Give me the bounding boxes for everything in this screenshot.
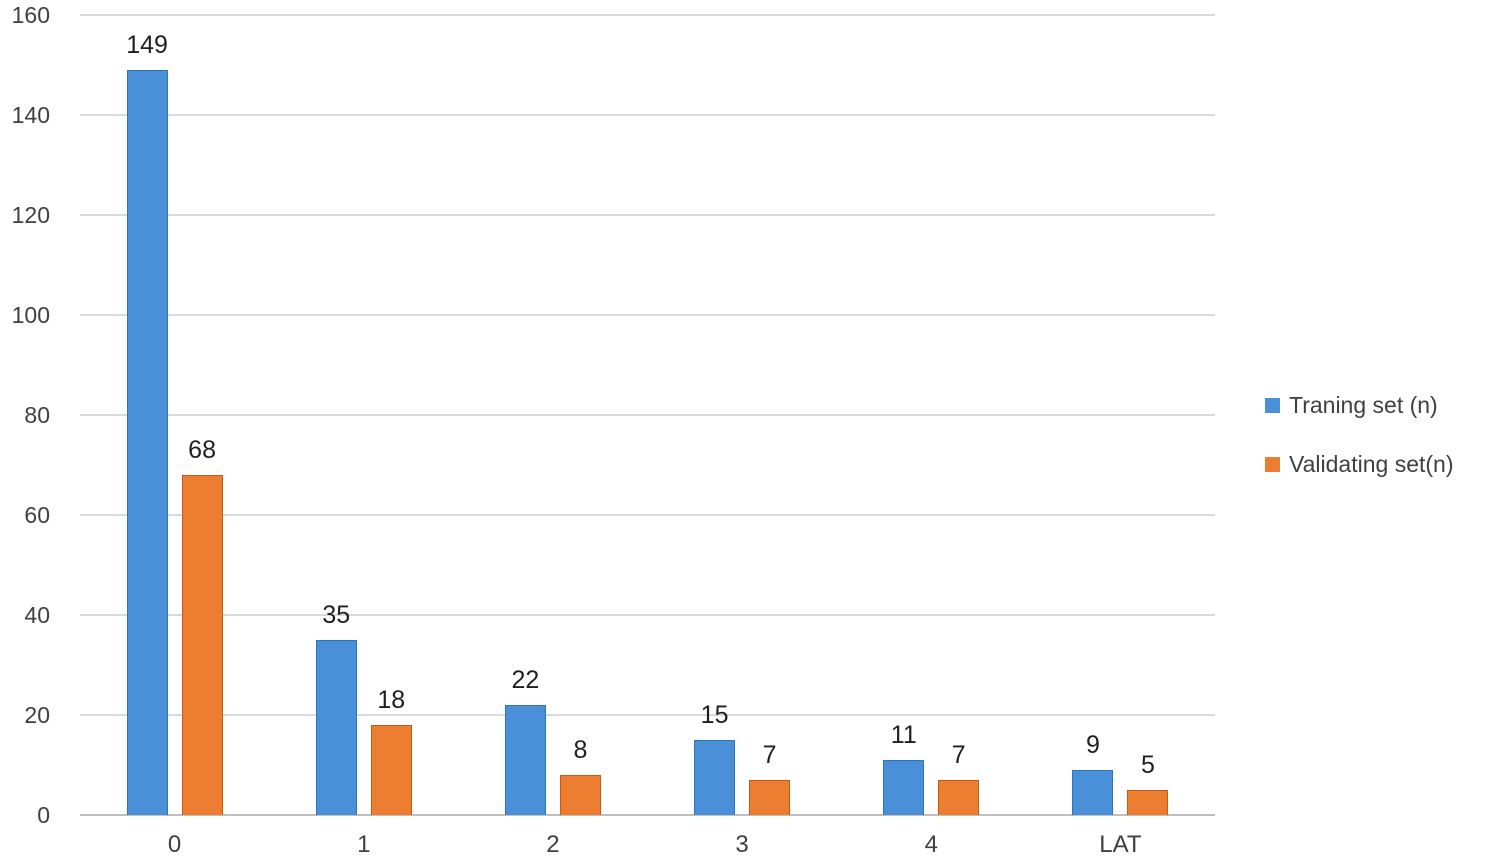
- data-label-series0-cat-3: 15: [700, 701, 729, 729]
- gridline-y-80: [80, 414, 1215, 416]
- y-axis-label-0: 0: [37, 802, 50, 828]
- y-axis-label-40: 40: [24, 602, 50, 628]
- bar-series0-cat-1: [315, 640, 357, 815]
- gridline-y-120: [80, 214, 1215, 216]
- legend: Traning set (n) Validating set(n): [1265, 392, 1454, 478]
- bar-series1-cat-3: [749, 780, 791, 815]
- bar-series1-cat-1: [370, 725, 412, 815]
- y-axis-label-60: 60: [24, 502, 50, 528]
- data-label-series0-cat-LAT: 9: [1085, 731, 1100, 759]
- bar-series1-cat-0: [181, 475, 223, 815]
- legend-item-0: Traning set (n): [1265, 392, 1454, 419]
- data-label-series1-cat-2: 8: [573, 736, 588, 764]
- legend-swatch-icon: [1265, 398, 1280, 413]
- gridline-y-160: [80, 14, 1215, 16]
- data-label-series0-cat-1: 35: [322, 601, 351, 629]
- bar-series0-cat-0: [126, 70, 168, 815]
- x-axis-label-4: 4: [924, 831, 938, 858]
- y-axis-label-140: 140: [11, 102, 50, 128]
- x-axis-label-2: 2: [546, 831, 560, 858]
- y-axis-label-120: 120: [11, 202, 50, 228]
- bar-series1-cat-4: [938, 780, 980, 815]
- bar-series0-cat-LAT: [1072, 770, 1114, 815]
- bar-series1-cat-2: [559, 775, 601, 815]
- y-axis-label-160: 160: [11, 2, 50, 28]
- gridline-y-60: [80, 514, 1215, 516]
- legend-label: Validating set(n): [1289, 451, 1454, 477]
- bar-series1-cat-LAT: [1127, 790, 1169, 815]
- data-label-series0-cat-4: 11: [890, 721, 917, 749]
- x-axis-line: [80, 814, 1215, 816]
- y-axis-label-100: 100: [11, 302, 50, 328]
- bar-series0-cat-2: [504, 705, 546, 815]
- x-axis-label-1: 1: [357, 831, 371, 858]
- gridline-y-20: [80, 714, 1215, 716]
- data-label-series1-cat-0: 68: [188, 436, 216, 464]
- x-axis-label-LAT: LAT: [1099, 831, 1142, 858]
- x-axis-label-0: 0: [167, 831, 182, 858]
- gridline-y-40: [80, 614, 1215, 616]
- y-axis-label-80: 80: [24, 402, 50, 428]
- y-axis-label-20: 20: [24, 702, 50, 728]
- data-label-series1-cat-1: 18: [377, 686, 406, 714]
- legend-label: Traning set (n): [1289, 392, 1438, 418]
- data-label-series0-cat-0: 149: [126, 31, 168, 59]
- x-axis-label-3: 3: [735, 831, 749, 858]
- data-label-series1-cat-4: 7: [951, 741, 966, 769]
- data-label-series1-cat-LAT: 5: [1140, 751, 1155, 779]
- gridline-y-140: [80, 114, 1215, 116]
- bar-series0-cat-4: [883, 760, 925, 815]
- gridline-y-100: [80, 314, 1215, 316]
- legend-swatch-icon: [1265, 457, 1280, 472]
- legend-item-1: Validating set(n): [1265, 451, 1454, 478]
- data-label-series1-cat-3: 7: [762, 741, 777, 769]
- data-label-series0-cat-2: 22: [511, 666, 540, 694]
- bar-series0-cat-3: [694, 740, 736, 815]
